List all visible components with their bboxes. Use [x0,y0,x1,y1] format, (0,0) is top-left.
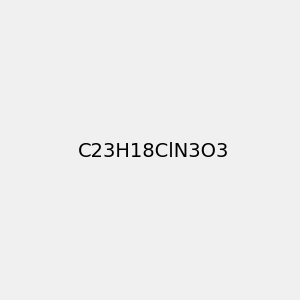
Text: C23H18ClN3O3: C23H18ClN3O3 [78,142,230,161]
